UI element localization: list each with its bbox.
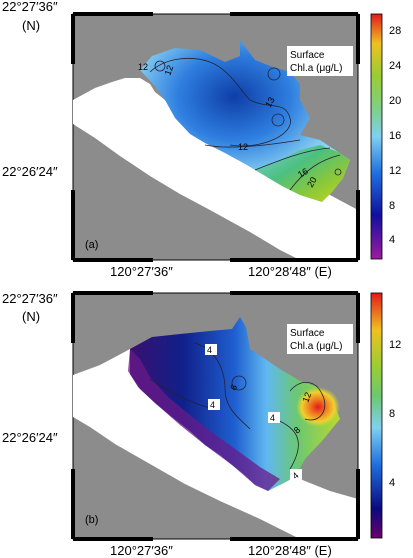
colorbar-tick: 12 — [389, 339, 401, 351]
contour-label: 4 — [210, 400, 215, 410]
contour-labels-b: 4 6 4 4 8 12 4 — [205, 344, 313, 481]
contour-label: 12 — [300, 391, 313, 404]
colorbar-tick: 4 — [389, 234, 395, 246]
svg-text:Chl.a (μg/L): Chl.a (μg/L) — [290, 63, 342, 74]
contour-label: 8 — [292, 425, 302, 436]
contour-label: 4 — [290, 470, 300, 481]
panel-letter-a: (a) — [85, 239, 98, 251]
lat-label-mid: 22°26′24″ — [2, 164, 58, 179]
contour-label: 12 — [138, 62, 148, 72]
colorbar-tick: 4 — [389, 477, 395, 489]
chl-field-b — [130, 317, 340, 491]
contour-label: 12 — [238, 142, 248, 152]
colorbar-tick: 28 — [389, 25, 401, 37]
lat-hemisphere: (N) — [22, 309, 40, 324]
lat-label-top: 22°27′36″ — [2, 0, 58, 14]
lon-label-right: 120°28′48″ (E) — [248, 543, 332, 558]
contour-label: 4 — [270, 413, 275, 423]
map-panel-b: 4 6 4 4 8 12 4 Surface Chl.a (μg/L) (b) … — [0, 279, 413, 558]
colorbar-b: 12 8 4 — [370, 292, 401, 539]
axis-labels-a: 22°27′36″ (N) 22°26′24″ 120°27′36″ 120°2… — [2, 0, 332, 279]
svg-text:Surface: Surface — [290, 328, 325, 339]
lat-label-mid: 22°26′24″ — [2, 430, 58, 445]
colorbar-tick: 12 — [389, 165, 401, 177]
lon-label-left: 120°27′36″ — [110, 264, 173, 279]
contour-labels-a: 12 12 13 12 16 20 — [138, 62, 319, 189]
map-frame-b — [71, 291, 360, 541]
colorbar-tick: 20 — [389, 95, 401, 107]
legend-title-b: Surface Chl.a (μg/L) — [287, 324, 353, 354]
contour-label: 16 — [296, 166, 310, 180]
contour-label: 13 — [263, 95, 277, 109]
colorbar-a: 28 24 20 16 12 8 4 — [370, 13, 401, 260]
colorbar-tick: 8 — [389, 408, 395, 420]
contour-lines-a — [149, 57, 342, 191]
lon-label-right: 120°28′48″ (E) — [248, 264, 332, 279]
colorbar-tick: 24 — [389, 60, 401, 72]
colorbar-tick: 16 — [389, 130, 401, 142]
lat-label-top: 22°27′36″ — [2, 291, 58, 306]
lat-hemisphere: (N) — [22, 18, 40, 33]
contour-label: 20 — [305, 175, 319, 189]
lon-label-left: 120°27′36″ — [110, 543, 173, 558]
map-panel-a: 12 12 13 12 16 20 Surface Chl.a (μg/L) (… — [2, 0, 401, 279]
colorbar-tick: 8 — [389, 200, 395, 212]
svg-text:Surface: Surface — [290, 50, 325, 61]
frame-ticks-b — [71, 291, 360, 541]
axis-labels-b: 22°27′36″ (N) 22°26′24″ 120°27′36″ 120°2… — [2, 291, 332, 558]
contour-label: 6 — [228, 383, 239, 392]
contour-label: 12 — [162, 64, 175, 77]
panel-letter-b: (b) — [85, 514, 98, 526]
frame-ticks-a — [71, 12, 360, 262]
legend-title-a: Surface Chl.a (μg/L) — [287, 46, 353, 76]
sea-area — [73, 78, 358, 260]
svg-text:Chl.a (μg/L): Chl.a (μg/L) — [290, 341, 342, 352]
contour-label: 4 — [207, 345, 212, 355]
